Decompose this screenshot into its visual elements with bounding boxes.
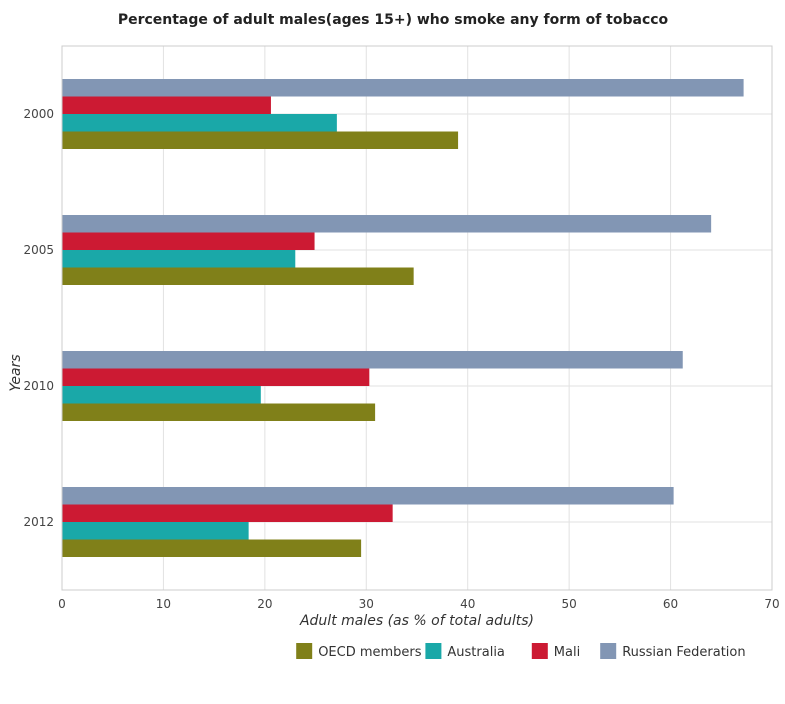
- bar-russian-federation: [62, 215, 712, 233]
- bar-oecd-members: [62, 539, 362, 557]
- plot-border: [61, 45, 773, 591]
- legend-item: Mali: [531, 643, 580, 660]
- y-tick-label: 2000: [23, 107, 54, 121]
- chart-title: Percentage of adult males(ages 15+) who …: [118, 12, 669, 28]
- legend-swatch: [600, 643, 617, 659]
- bar-mali: [62, 504, 393, 522]
- bar-mali: [62, 96, 271, 114]
- bar-russian-federation: [62, 79, 744, 97]
- legend-label: OECD members: [318, 645, 422, 660]
- legend-label: Australia: [447, 645, 505, 660]
- bar-russian-federation: [62, 351, 683, 369]
- x-tick-label: 10: [156, 597, 171, 611]
- bar-russian-federation: [62, 487, 674, 505]
- legend-item: Russian Federation: [600, 643, 746, 660]
- bar-australia: [62, 522, 249, 540]
- legend-label: Russian Federation: [622, 645, 745, 660]
- bar-australia: [62, 386, 261, 404]
- bar-mali: [62, 368, 370, 386]
- y-tick-label: 2005: [23, 243, 54, 257]
- x-tick-label: 40: [460, 597, 475, 611]
- x-tick-label: 60: [663, 597, 678, 611]
- x-tick-label: 50: [562, 597, 577, 611]
- bar-oecd-members: [62, 403, 376, 421]
- axis-layer: 0 10 20 30 40 50 60 70 2000 2005 2010 2012: [23, 45, 780, 611]
- y-tick-label: 2010: [23, 379, 54, 393]
- y-axis-label: Years: [8, 354, 24, 391]
- bar-layer: [62, 79, 744, 557]
- legend-swatch: [425, 643, 442, 659]
- bar-australia: [62, 114, 337, 132]
- x-tick-label: 70: [764, 597, 779, 611]
- legend: OECD members Australia Mali Russian Federat…: [296, 643, 746, 660]
- legend-label: Mali: [554, 645, 580, 660]
- x-axis-label: Adult males (as % of total adults): [299, 613, 534, 629]
- legend-swatch: [296, 643, 313, 659]
- bar-oecd-members: [62, 131, 459, 149]
- bar-australia: [62, 250, 296, 268]
- x-tick-label: 30: [359, 597, 374, 611]
- x-tick-label: 20: [257, 597, 272, 611]
- legend-swatch: [531, 643, 548, 659]
- legend-item: OECD members: [296, 643, 422, 660]
- bar-mali: [62, 232, 315, 250]
- legend-item: Australia: [425, 643, 505, 660]
- bar-oecd-members: [62, 267, 414, 285]
- y-tick-label: 2012: [23, 515, 54, 529]
- x-tick-label: 0: [58, 597, 66, 611]
